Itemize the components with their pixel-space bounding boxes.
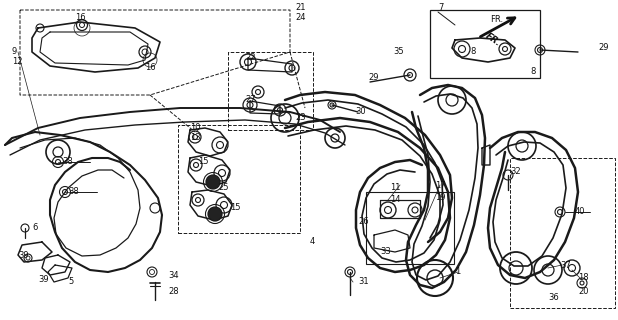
Text: 5: 5 <box>68 277 74 286</box>
Text: 38: 38 <box>68 188 78 196</box>
Text: 16: 16 <box>75 13 86 22</box>
Text: 14: 14 <box>390 196 400 204</box>
Bar <box>366 192 454 264</box>
Text: 26: 26 <box>358 218 368 227</box>
Text: 11: 11 <box>390 183 400 193</box>
Text: 31: 31 <box>358 277 368 286</box>
Text: 15: 15 <box>230 204 240 212</box>
Bar <box>178 125 300 233</box>
Text: 27: 27 <box>245 95 256 105</box>
Text: 6: 6 <box>32 223 37 233</box>
Circle shape <box>206 175 220 189</box>
Text: 38: 38 <box>62 157 73 166</box>
Text: 28: 28 <box>168 287 179 297</box>
Text: 20: 20 <box>578 287 588 297</box>
Bar <box>228 52 313 130</box>
Text: 15: 15 <box>198 157 208 166</box>
Text: 37: 37 <box>560 260 571 269</box>
Text: 36: 36 <box>548 293 559 302</box>
Text: 40: 40 <box>575 207 585 217</box>
Text: 35: 35 <box>393 47 404 57</box>
Text: 4: 4 <box>310 237 315 246</box>
Text: 9: 9 <box>12 47 17 57</box>
Text: 34: 34 <box>168 270 179 279</box>
Text: 39: 39 <box>18 251 28 260</box>
Text: 30: 30 <box>355 108 366 116</box>
Text: 17: 17 <box>435 180 446 189</box>
Text: 24: 24 <box>295 13 305 22</box>
Text: 18: 18 <box>578 274 588 283</box>
Text: 33: 33 <box>380 247 391 257</box>
Text: 16: 16 <box>145 63 156 73</box>
Text: 8: 8 <box>470 47 475 57</box>
Text: 7: 7 <box>438 4 443 12</box>
Text: 29: 29 <box>598 44 609 52</box>
Text: 23: 23 <box>295 114 306 123</box>
Text: FR.: FR. <box>484 32 502 48</box>
Text: 39: 39 <box>38 276 49 284</box>
Text: 29: 29 <box>368 74 378 83</box>
Text: 32: 32 <box>510 167 520 177</box>
Circle shape <box>208 207 222 221</box>
Text: 12: 12 <box>12 58 22 67</box>
Text: 22: 22 <box>245 53 255 62</box>
Text: 19: 19 <box>435 194 446 203</box>
Text: 13: 13 <box>190 133 201 142</box>
Text: 8: 8 <box>530 68 535 76</box>
Text: 1: 1 <box>455 268 460 276</box>
Text: FR.: FR. <box>490 15 503 25</box>
Bar <box>430 10 540 78</box>
Bar <box>510 158 615 308</box>
Text: 25: 25 <box>218 183 229 193</box>
Text: 10: 10 <box>190 124 200 132</box>
Text: 21: 21 <box>295 4 305 12</box>
